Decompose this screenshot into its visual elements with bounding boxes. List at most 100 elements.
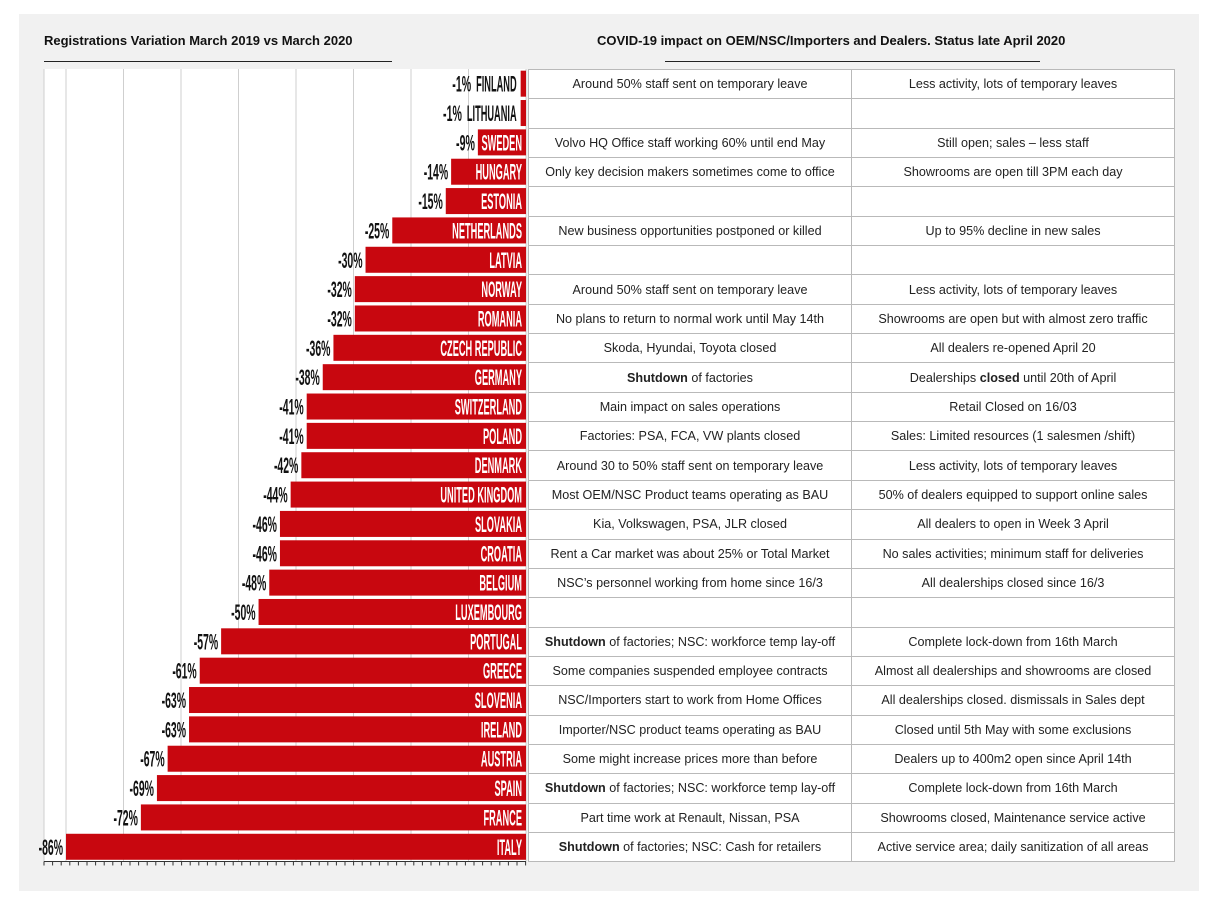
bar (279, 540, 526, 567)
dealer-impact-cell (851, 597, 1175, 628)
bar (279, 510, 526, 537)
bar (520, 100, 526, 127)
table-row: Shutdown of factories; NSC: workforce te… (528, 773, 1175, 804)
bar (140, 804, 526, 831)
value-label: -25% (365, 218, 389, 243)
bar (290, 481, 526, 508)
value-label: -38% (295, 365, 319, 390)
oem-impact-cell: Shutdown of factories (528, 362, 852, 393)
bar (189, 687, 526, 714)
table-row: Part time work at Renault, Nissan, PSA Sh… (528, 802, 1175, 833)
table-row: Most OEM/NSC Product teams operating as … (528, 479, 1175, 511)
value-label: -42% (274, 453, 298, 478)
dealer-impact-cell: Still open; sales – less staff (851, 127, 1175, 159)
country-label: DENMARK (475, 453, 522, 478)
dealer-impact-cell: Showrooms are open till 3PM each day (851, 157, 1175, 188)
value-label: -30% (338, 248, 362, 273)
oem-impact-cell: Shutdown of factories; NSC: Cash for ret… (528, 831, 852, 863)
value-label: -69% (130, 776, 154, 801)
table-row (528, 98, 1175, 129)
bar (189, 716, 526, 743)
dealer-impact-cell: All dealerships closed since 16/3 (851, 567, 1175, 599)
country-label: LUXEMBOURG (455, 600, 522, 625)
table-row (528, 597, 1175, 628)
bar (269, 569, 526, 596)
dealer-impact-cell: Less activity, lots of temporary leaves (851, 450, 1175, 481)
country-label: FINLAND (476, 72, 517, 97)
bar (66, 833, 526, 860)
oem-impact-cell: Factories: PSA, FCA, VW plants closed (528, 421, 852, 452)
table-row: Volvo HQ Office staff working 60% until … (528, 127, 1175, 159)
bar (306, 422, 526, 449)
chart-title: Registrations Variation March 2019 vs Ma… (44, 33, 353, 48)
chart-title-underline (44, 61, 392, 62)
dealer-impact-cell: No sales activities; minimum staff for d… (851, 538, 1175, 569)
bar (445, 188, 526, 215)
oem-impact-cell: Importer/NSC product teams operating as … (528, 714, 852, 745)
country-label: SWEDEN (481, 130, 522, 155)
table-row: Main impact on sales operations Retail Cl… (528, 391, 1175, 423)
value-label: -67% (140, 747, 164, 772)
table-row (528, 245, 1175, 276)
country-label: SLOVAKIA (475, 512, 522, 537)
value-label: -46% (253, 512, 277, 537)
oem-impact-cell: Main impact on sales operations (528, 391, 852, 423)
oem-impact-cell: Only key decision makers sometimes come … (528, 157, 852, 188)
table-row: NSC/Importers start to work from Home Of… (528, 685, 1175, 716)
bar (477, 129, 526, 156)
bar (354, 276, 526, 303)
table-row: Rent a Car market was about 25% or Total… (528, 538, 1175, 569)
oem-impact-cell (528, 597, 852, 628)
country-label: HUNGARY (476, 160, 523, 185)
country-label: SWITZERLAND (455, 395, 522, 420)
dealer-impact-cell: All dealerships closed. dismissals in Sa… (851, 685, 1175, 716)
oem-impact-cell: Shutdown of factories; NSC: workforce te… (528, 626, 852, 657)
value-label: -32% (327, 306, 351, 331)
value-label: -50% (231, 600, 255, 625)
country-label: GERMANY (475, 365, 522, 390)
oem-impact-cell: Volvo HQ Office staff working 60% until … (528, 127, 852, 159)
oem-impact-cell: NSC’s personnel working from home since … (528, 567, 852, 599)
table-row: Only key decision makers sometimes come … (528, 157, 1175, 188)
value-label: -9% (456, 130, 475, 155)
dealer-impact-cell: Complete lock-down from 16th March (851, 773, 1175, 804)
table-title: COVID-19 impact on OEM/NSC/Importers and… (597, 33, 1066, 48)
oem-impact-cell: New business opportunities postponed or … (528, 215, 852, 247)
dealer-impact-cell (851, 245, 1175, 276)
table-row: Shutdown of factories Dealerships closed … (528, 362, 1175, 393)
table-row: Shutdown of factories; NSC: Cash for ret… (528, 831, 1175, 863)
value-label: -41% (279, 395, 303, 420)
dealer-impact-cell: 50% of dealers equipped to support onlin… (851, 479, 1175, 511)
bar-chart: FINLAND -1% LITHUANIA -1% SWEDEN -9%HUNGARY -1… (39, 69, 527, 866)
dealer-impact-cell: Almost all dealerships and showrooms are… (851, 655, 1175, 687)
country-label: LITHUANIA (467, 101, 517, 126)
oem-impact-cell: Around 30 to 50% staff sent on temporary… (528, 450, 852, 481)
table-title-underline (665, 61, 1040, 62)
table-row: Importer/NSC product teams operating as … (528, 714, 1175, 745)
country-label: LATVIA (489, 248, 522, 273)
country-label: NORWAY (481, 277, 522, 302)
oem-impact-cell: Around 50% staff sent on temporary leave (528, 68, 852, 100)
value-label: -46% (253, 541, 277, 566)
bar (156, 775, 526, 802)
table-row: Some might increase prices more than bef… (528, 743, 1175, 775)
oem-impact-cell: Rent a Car market was about 25% or Total… (528, 538, 852, 569)
oem-impact-cell (528, 186, 852, 217)
country-label: ESTONIA (481, 189, 522, 214)
dealer-impact-cell: Closed until 5th May with some exclusion… (851, 714, 1175, 745)
country-label: AUSTRIA (481, 747, 522, 772)
country-label: GREECE (483, 659, 522, 684)
bar (365, 246, 526, 273)
value-label: -63% (162, 717, 186, 742)
value-label: -61% (172, 659, 196, 684)
dealer-impact-cell: Less activity, lots of temporary leaves (851, 274, 1175, 305)
table-row: Skoda, Hyundai, Toyota closed All dealers… (528, 333, 1175, 364)
impact-table: Around 50% staff sent on temporary leave… (528, 68, 1175, 863)
country-label: FRANCE (483, 805, 522, 830)
bar (451, 158, 526, 185)
country-label: POLAND (483, 424, 522, 449)
value-label: -86% (39, 835, 63, 860)
country-label: PORTUGAL (470, 629, 522, 654)
oem-impact-cell: Some might increase prices more than bef… (528, 743, 852, 775)
dealer-impact-cell (851, 186, 1175, 217)
